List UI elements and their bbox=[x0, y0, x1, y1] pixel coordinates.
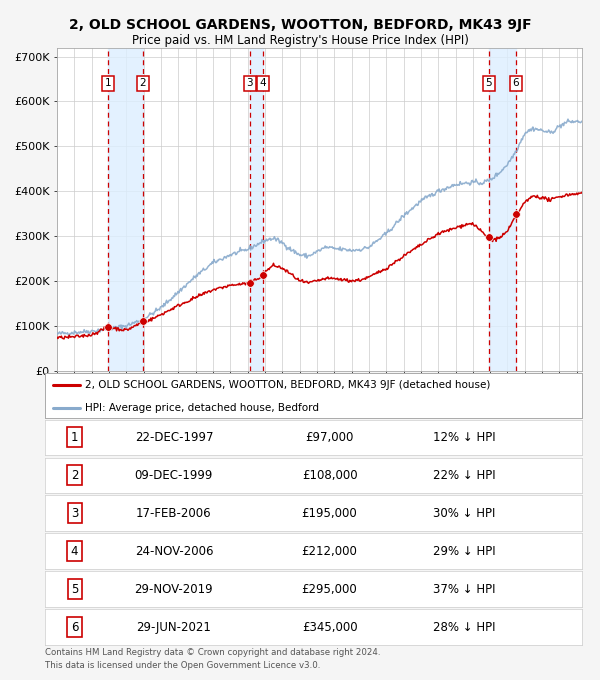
Text: 2: 2 bbox=[139, 78, 146, 88]
Text: 17-FEB-2006: 17-FEB-2006 bbox=[136, 507, 212, 520]
Text: £108,000: £108,000 bbox=[302, 469, 358, 481]
Text: Contains HM Land Registry data © Crown copyright and database right 2024.
This d: Contains HM Land Registry data © Crown c… bbox=[45, 648, 380, 670]
Text: 4: 4 bbox=[260, 78, 266, 88]
Text: 37% ↓ HPI: 37% ↓ HPI bbox=[433, 583, 495, 596]
Text: 4: 4 bbox=[71, 545, 78, 558]
Text: 29-NOV-2019: 29-NOV-2019 bbox=[134, 583, 213, 596]
Bar bbox=[108, 48, 143, 371]
Text: 28% ↓ HPI: 28% ↓ HPI bbox=[433, 621, 495, 634]
Text: £345,000: £345,000 bbox=[302, 621, 358, 634]
Text: 09-DEC-1999: 09-DEC-1999 bbox=[134, 469, 213, 481]
Text: 29% ↓ HPI: 29% ↓ HPI bbox=[433, 545, 495, 558]
Text: 22% ↓ HPI: 22% ↓ HPI bbox=[433, 469, 495, 481]
Text: 22-DEC-1997: 22-DEC-1997 bbox=[134, 430, 213, 443]
Text: £97,000: £97,000 bbox=[305, 430, 354, 443]
Text: HPI: Average price, detached house, Bedford: HPI: Average price, detached house, Bedf… bbox=[85, 403, 319, 413]
Text: 1: 1 bbox=[71, 430, 78, 443]
Text: £295,000: £295,000 bbox=[302, 583, 358, 596]
Text: 6: 6 bbox=[71, 621, 78, 634]
Text: £195,000: £195,000 bbox=[302, 507, 358, 520]
Text: 30% ↓ HPI: 30% ↓ HPI bbox=[433, 507, 495, 520]
Text: 3: 3 bbox=[247, 78, 253, 88]
Text: 2, OLD SCHOOL GARDENS, WOOTTON, BEDFORD, MK43 9JF: 2, OLD SCHOOL GARDENS, WOOTTON, BEDFORD,… bbox=[68, 18, 532, 32]
Text: 6: 6 bbox=[512, 78, 519, 88]
Text: 2: 2 bbox=[71, 469, 78, 481]
Text: 29-JUN-2021: 29-JUN-2021 bbox=[136, 621, 211, 634]
Text: £212,000: £212,000 bbox=[302, 545, 358, 558]
Text: 24-NOV-2006: 24-NOV-2006 bbox=[134, 545, 213, 558]
Text: Price paid vs. HM Land Registry's House Price Index (HPI): Price paid vs. HM Land Registry's House … bbox=[131, 34, 469, 47]
Bar bbox=[488, 48, 516, 371]
Text: 12% ↓ HPI: 12% ↓ HPI bbox=[433, 430, 495, 443]
Text: 2, OLD SCHOOL GARDENS, WOOTTON, BEDFORD, MK43 9JF (detached house): 2, OLD SCHOOL GARDENS, WOOTTON, BEDFORD,… bbox=[85, 380, 491, 390]
Text: 5: 5 bbox=[71, 583, 78, 596]
Text: 5: 5 bbox=[485, 78, 492, 88]
Text: 1: 1 bbox=[105, 78, 112, 88]
Bar bbox=[250, 48, 263, 371]
Text: 3: 3 bbox=[71, 507, 78, 520]
